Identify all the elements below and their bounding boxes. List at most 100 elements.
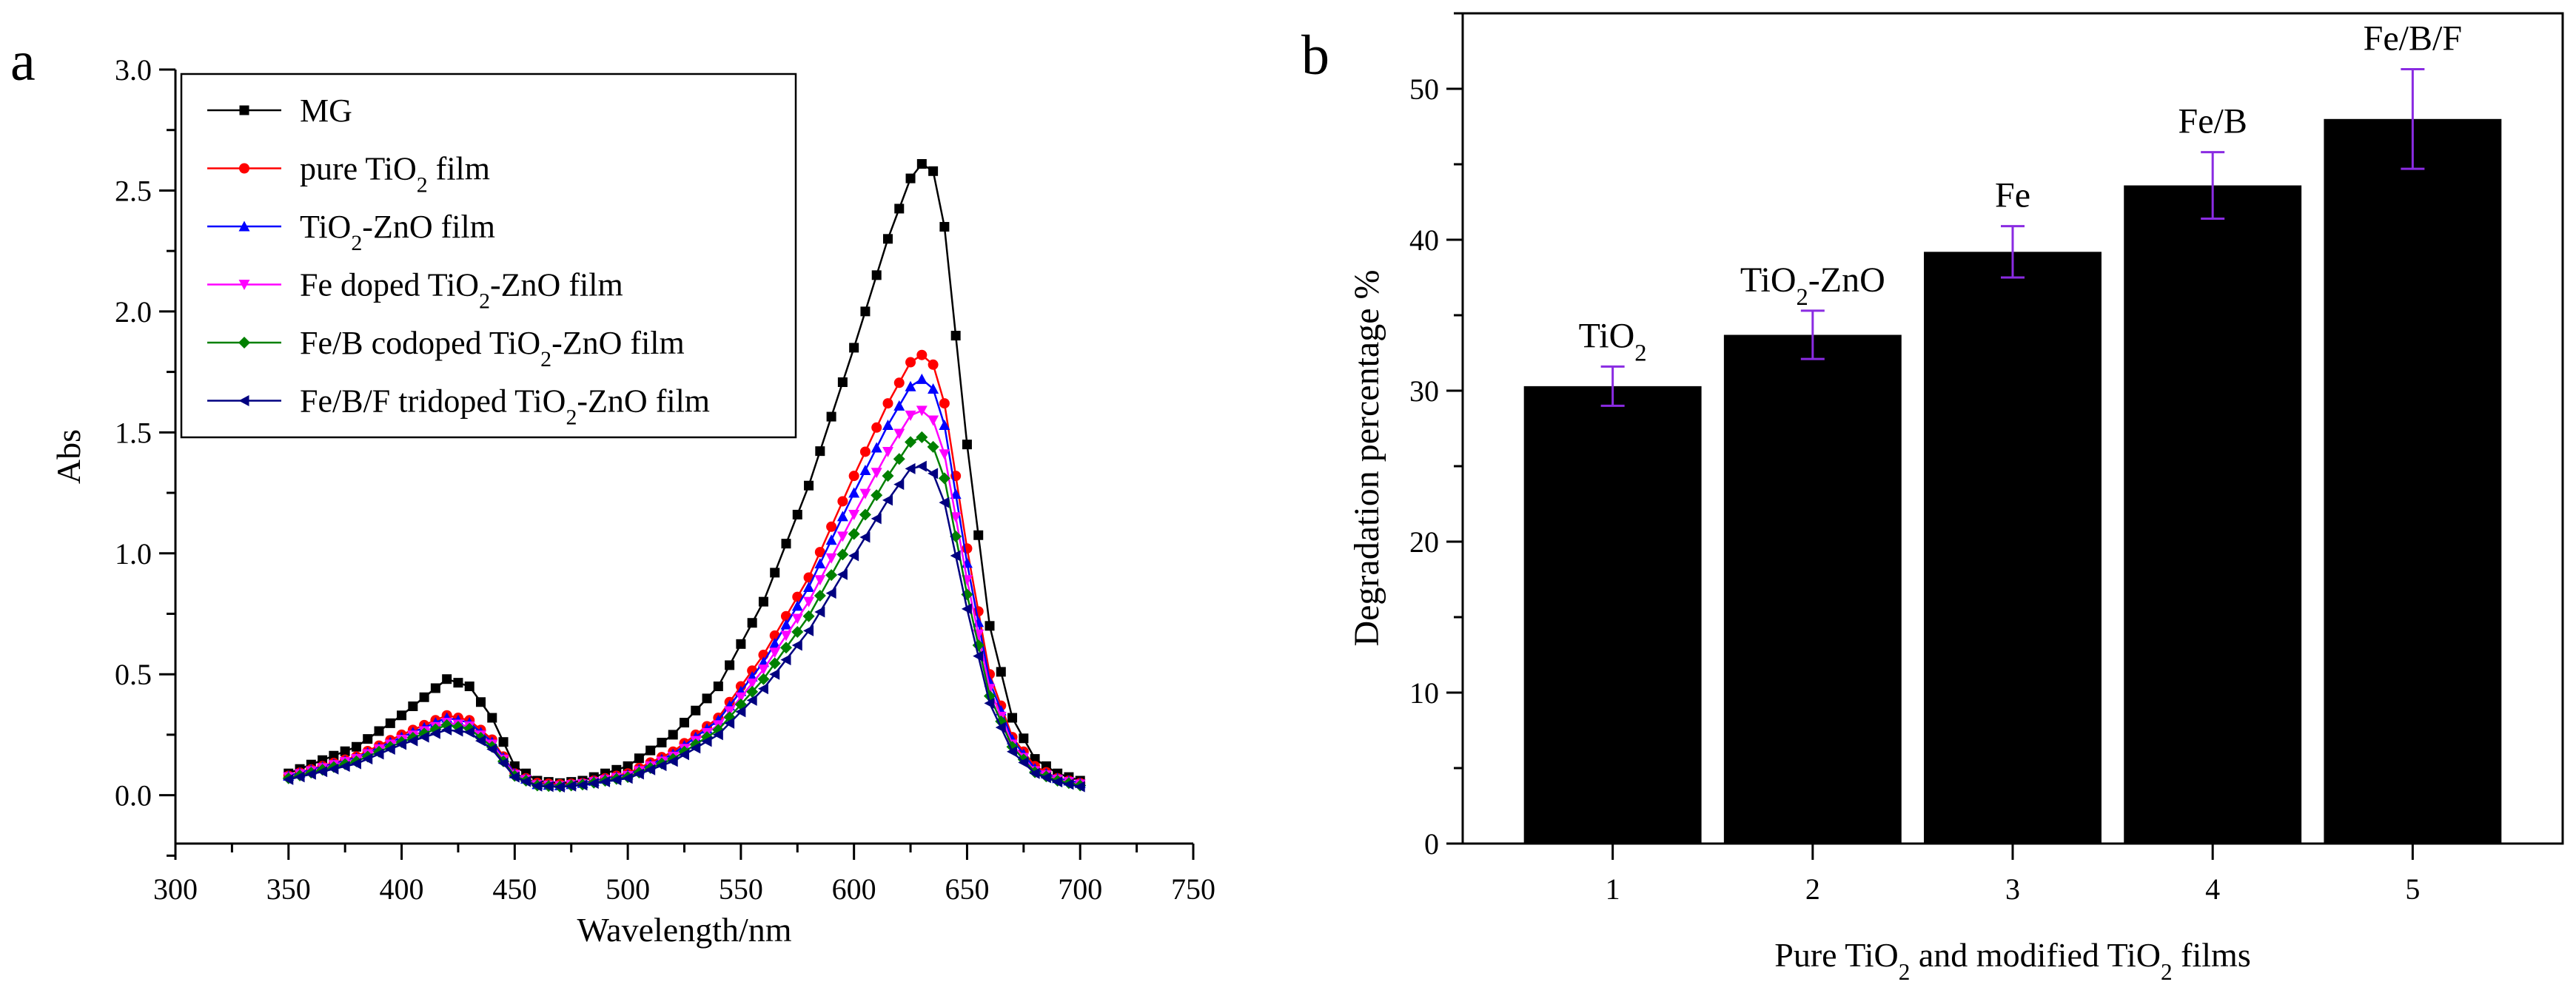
x-tick-label: 1 (1606, 872, 1620, 906)
square-marker (442, 674, 452, 684)
text-span: film (428, 151, 490, 187)
triangle-left-marker (418, 731, 429, 743)
triangle-down-marker (780, 630, 792, 642)
triangle-down-marker (893, 428, 905, 440)
diamond-marker (802, 610, 815, 622)
triangle-left-marker (690, 742, 701, 754)
triangle-up-marker (859, 465, 871, 476)
triangle-left-marker (238, 395, 249, 406)
triangle-down-marker (814, 575, 826, 586)
y-tick-label: 10 (1409, 676, 1439, 710)
triangle-left-marker (825, 588, 836, 599)
square-marker (860, 306, 871, 317)
triangle-left-marker (645, 764, 656, 775)
circle-marker (893, 377, 905, 388)
triangle-down-marker (848, 509, 860, 520)
triangle-down-marker (803, 596, 815, 608)
triangle-up-marker (893, 400, 905, 411)
triangle-left-marker (305, 768, 316, 780)
triangle-up-marker (238, 221, 250, 232)
triangle-left-marker (746, 694, 757, 706)
text-span: Pure TiO (1774, 936, 1898, 974)
triangle-down-marker (757, 664, 769, 676)
triangle-left-marker (294, 771, 305, 783)
text-span: Fe/B codoped TiO (300, 325, 540, 361)
triangle-left-marker (769, 668, 780, 680)
square-marker (815, 446, 825, 457)
subscript: 2 (351, 231, 362, 255)
triangle-down-marker (735, 692, 747, 703)
square-marker (804, 480, 814, 491)
square-marker (792, 509, 802, 519)
circle-marker (905, 357, 916, 368)
diamond-marker (938, 472, 950, 485)
triangle-down-marker (238, 280, 250, 290)
triangle-left-marker (566, 780, 577, 792)
square-marker (363, 734, 373, 744)
x-tick-label: 750 (1171, 872, 1215, 906)
square-marker (680, 718, 689, 728)
triangle-left-marker (543, 781, 554, 793)
bar-annotation: TiO2 (1579, 316, 1647, 366)
subscript: 2 (1796, 284, 1808, 311)
diamond-marker (905, 436, 917, 448)
circle-marker (939, 398, 950, 409)
square-marker (973, 530, 984, 540)
square-marker (329, 750, 339, 761)
triangle-up-marker (950, 488, 962, 499)
x-tick-label: 650 (945, 872, 989, 906)
square-marker (464, 682, 474, 692)
triangle-up-marker (836, 511, 848, 522)
text-span: MG (300, 92, 352, 129)
square-marker (996, 667, 1006, 677)
legend-entry: TiO2-ZnO film (300, 209, 495, 255)
y-tick-label: 1.5 (115, 416, 152, 449)
triangle-left-marker (814, 606, 825, 618)
triangle-left-marker (995, 721, 1006, 733)
circle-marker (837, 496, 848, 507)
triangle-left-marker (384, 744, 395, 756)
subscript: 2 (1634, 340, 1646, 366)
square-marker (725, 660, 735, 670)
triangle-left-marker (679, 749, 689, 761)
panel-label-b: b (1301, 24, 1329, 87)
triangle-down-marker (928, 415, 939, 426)
triangle-left-marker (407, 735, 418, 747)
triangle-left-marker (622, 773, 633, 784)
diamond-marker (927, 440, 939, 453)
y-tick-label: 30 (1409, 374, 1439, 408)
triangle-left-marker (984, 697, 995, 709)
bar-annotation: Fe (1995, 176, 2030, 215)
series-path (288, 409, 1081, 787)
y-tick-label: 1.0 (115, 537, 152, 571)
square-marker (1007, 713, 1018, 723)
square-marker (894, 203, 905, 214)
triangle-left-marker (600, 775, 611, 787)
circle-marker (928, 359, 939, 370)
square-marker (837, 377, 848, 387)
circle-marker (239, 163, 249, 174)
y-tick-label: 2.0 (115, 295, 152, 329)
square-marker (985, 621, 995, 631)
legend-entry: MG (300, 92, 352, 129)
triangle-up-marker (928, 383, 939, 394)
triangle-left-marker (373, 748, 384, 760)
square-marker (939, 221, 950, 232)
square-marker (928, 166, 939, 176)
triangle-left-marker (916, 460, 927, 472)
diamond-marker (859, 508, 871, 521)
circle-marker (882, 398, 893, 409)
subscript: 2 (566, 405, 577, 429)
triangle-down-marker (939, 449, 950, 460)
triangle-up-marker (791, 600, 803, 611)
square-marker (736, 639, 746, 649)
triangle-up-marker (882, 420, 893, 431)
square-marker (645, 745, 656, 756)
x-tick-label: 500 (606, 872, 650, 906)
x-tick-label: 700 (1058, 872, 1102, 906)
text-span: Fe/B (2178, 102, 2247, 141)
diamond-marker (916, 431, 928, 443)
diamond-marker (836, 548, 849, 561)
